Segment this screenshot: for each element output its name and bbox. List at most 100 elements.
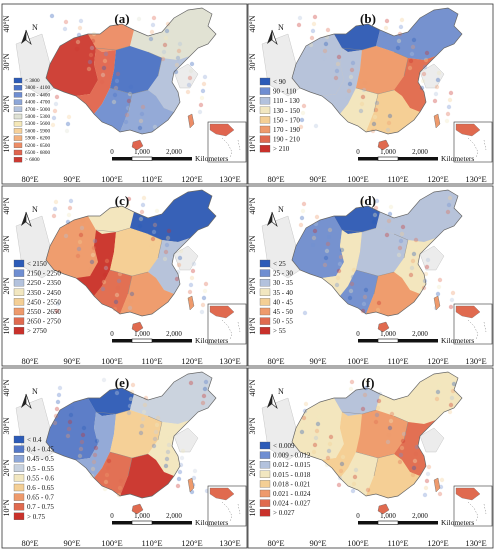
texture-dot xyxy=(51,115,57,121)
texture-dot xyxy=(450,290,456,296)
texture-dot xyxy=(386,218,392,224)
texture-dot xyxy=(445,111,451,117)
lon-tick-label: 80°E xyxy=(267,538,284,548)
legend-label: 35 - 40 xyxy=(273,289,293,297)
region-west xyxy=(292,398,344,460)
legend-label: 170 - 190 xyxy=(273,126,300,134)
texture-dot xyxy=(424,478,430,484)
texture-dot xyxy=(126,410,132,416)
legend-label: < 0.009 xyxy=(273,442,295,450)
legend-swatch xyxy=(13,128,23,134)
texture-dot xyxy=(383,25,389,31)
legend-swatch xyxy=(259,470,271,478)
scalebar-tick: 0 xyxy=(110,148,114,156)
texture-dot xyxy=(436,70,442,76)
region-south xyxy=(120,90,174,134)
legend-label: 5000 - 5300 xyxy=(25,114,50,120)
texture-dot xyxy=(150,236,156,242)
scalebar-unit: Kilometers xyxy=(195,518,228,527)
texture-dot xyxy=(138,118,144,124)
texture-dot xyxy=(167,435,173,441)
texture-dot xyxy=(139,111,145,117)
map-panel-a: 40°N 30°N 20°N 10°N 80°E 90°E 100°E 110°E 120°E 1… xyxy=(1,3,248,185)
texture-dot xyxy=(350,60,356,66)
texture-dot xyxy=(55,301,61,307)
region-west xyxy=(46,398,98,460)
texture-dot xyxy=(149,243,155,249)
lon-tick-label: 80°E xyxy=(267,174,284,184)
province-lines xyxy=(341,45,409,113)
scalebar-seg2 xyxy=(131,156,153,161)
region-west xyxy=(46,216,98,278)
legend-label: 0.55 - 0.6 xyxy=(27,474,54,482)
texture-dot xyxy=(375,405,381,411)
lat-tick-label: 40°N xyxy=(248,379,257,396)
texture-dot xyxy=(397,245,403,251)
texture-dot xyxy=(435,291,441,297)
texture-dot xyxy=(89,259,95,265)
scalebar-unit: Kilometers xyxy=(441,518,474,527)
scalebar-tick: 1,000 xyxy=(380,330,396,338)
panel-label: (f) xyxy=(362,375,375,390)
texture-dot xyxy=(174,62,180,68)
texture-dot xyxy=(316,414,322,420)
texture-dot xyxy=(91,459,97,465)
texture-dot xyxy=(101,377,107,383)
province-lines xyxy=(95,227,163,295)
texture-dot xyxy=(300,422,306,428)
scalebar-unit: Kilometers xyxy=(195,154,228,163)
legend-label: 2450 - 2550 xyxy=(27,298,61,306)
texture-dot xyxy=(348,288,354,294)
lat-tick-label: 30°N xyxy=(248,235,257,252)
scalebar-tick: 2,000 xyxy=(412,512,428,520)
texture-dot xyxy=(115,71,121,77)
north-arrow-icon: N xyxy=(267,23,284,46)
lon-tick-label: 130°E xyxy=(219,538,240,548)
texture-dot xyxy=(174,276,180,282)
texture-dot xyxy=(128,396,134,402)
texture-dot xyxy=(150,22,156,28)
texture-dot xyxy=(186,82,192,88)
taiwan xyxy=(433,295,441,311)
texture-dot xyxy=(449,297,455,303)
texture-dot xyxy=(128,84,134,90)
texture-dot xyxy=(101,279,107,285)
texture-dot xyxy=(408,272,414,278)
legend-swatch xyxy=(13,455,25,463)
legend-label: 4700 - 5000 xyxy=(25,107,50,113)
lon-tick-label: 90°E xyxy=(63,538,80,548)
korea-land xyxy=(419,245,445,271)
texture-dot xyxy=(139,423,145,429)
region-northwest xyxy=(334,24,380,52)
legend-label: 4400 - 4700 xyxy=(25,100,50,106)
map-panel-c: 40°N 30°N 20°N 10°N 80°E 90°E 100°E 110°E 120°E 1… xyxy=(1,185,248,367)
texture-dot xyxy=(448,90,454,96)
legend-label: 0.009 - 0.012 xyxy=(273,452,311,460)
legend-swatch xyxy=(259,145,271,153)
legend-label: < 0.4 xyxy=(27,436,42,444)
legend-swatch xyxy=(259,288,271,296)
texture-dot xyxy=(400,224,406,230)
texture-dot xyxy=(398,24,404,30)
texture-dot xyxy=(300,110,306,116)
texture-dot xyxy=(347,81,353,87)
texture-dot xyxy=(116,278,122,284)
texture-dot xyxy=(299,215,305,221)
texture-dot xyxy=(67,205,73,211)
texture-dot xyxy=(388,204,394,210)
texture-dot xyxy=(201,81,207,87)
legend-label: < 3800 xyxy=(25,78,40,84)
south-china-sea-inset xyxy=(207,303,247,345)
scalebar-seg1 xyxy=(112,339,132,343)
texture-dot xyxy=(114,292,120,298)
lon-tick-label: 120°E xyxy=(427,356,448,366)
texture-dot xyxy=(422,278,428,284)
texture-dot xyxy=(64,128,70,134)
texture-dot xyxy=(191,261,197,267)
texture-dot xyxy=(124,112,130,118)
lon-tick-label: 130°E xyxy=(465,174,486,184)
north-arrow-right xyxy=(25,393,32,410)
texture-dot xyxy=(358,108,364,114)
texture-dot xyxy=(90,252,96,258)
texture-dot xyxy=(409,51,415,57)
